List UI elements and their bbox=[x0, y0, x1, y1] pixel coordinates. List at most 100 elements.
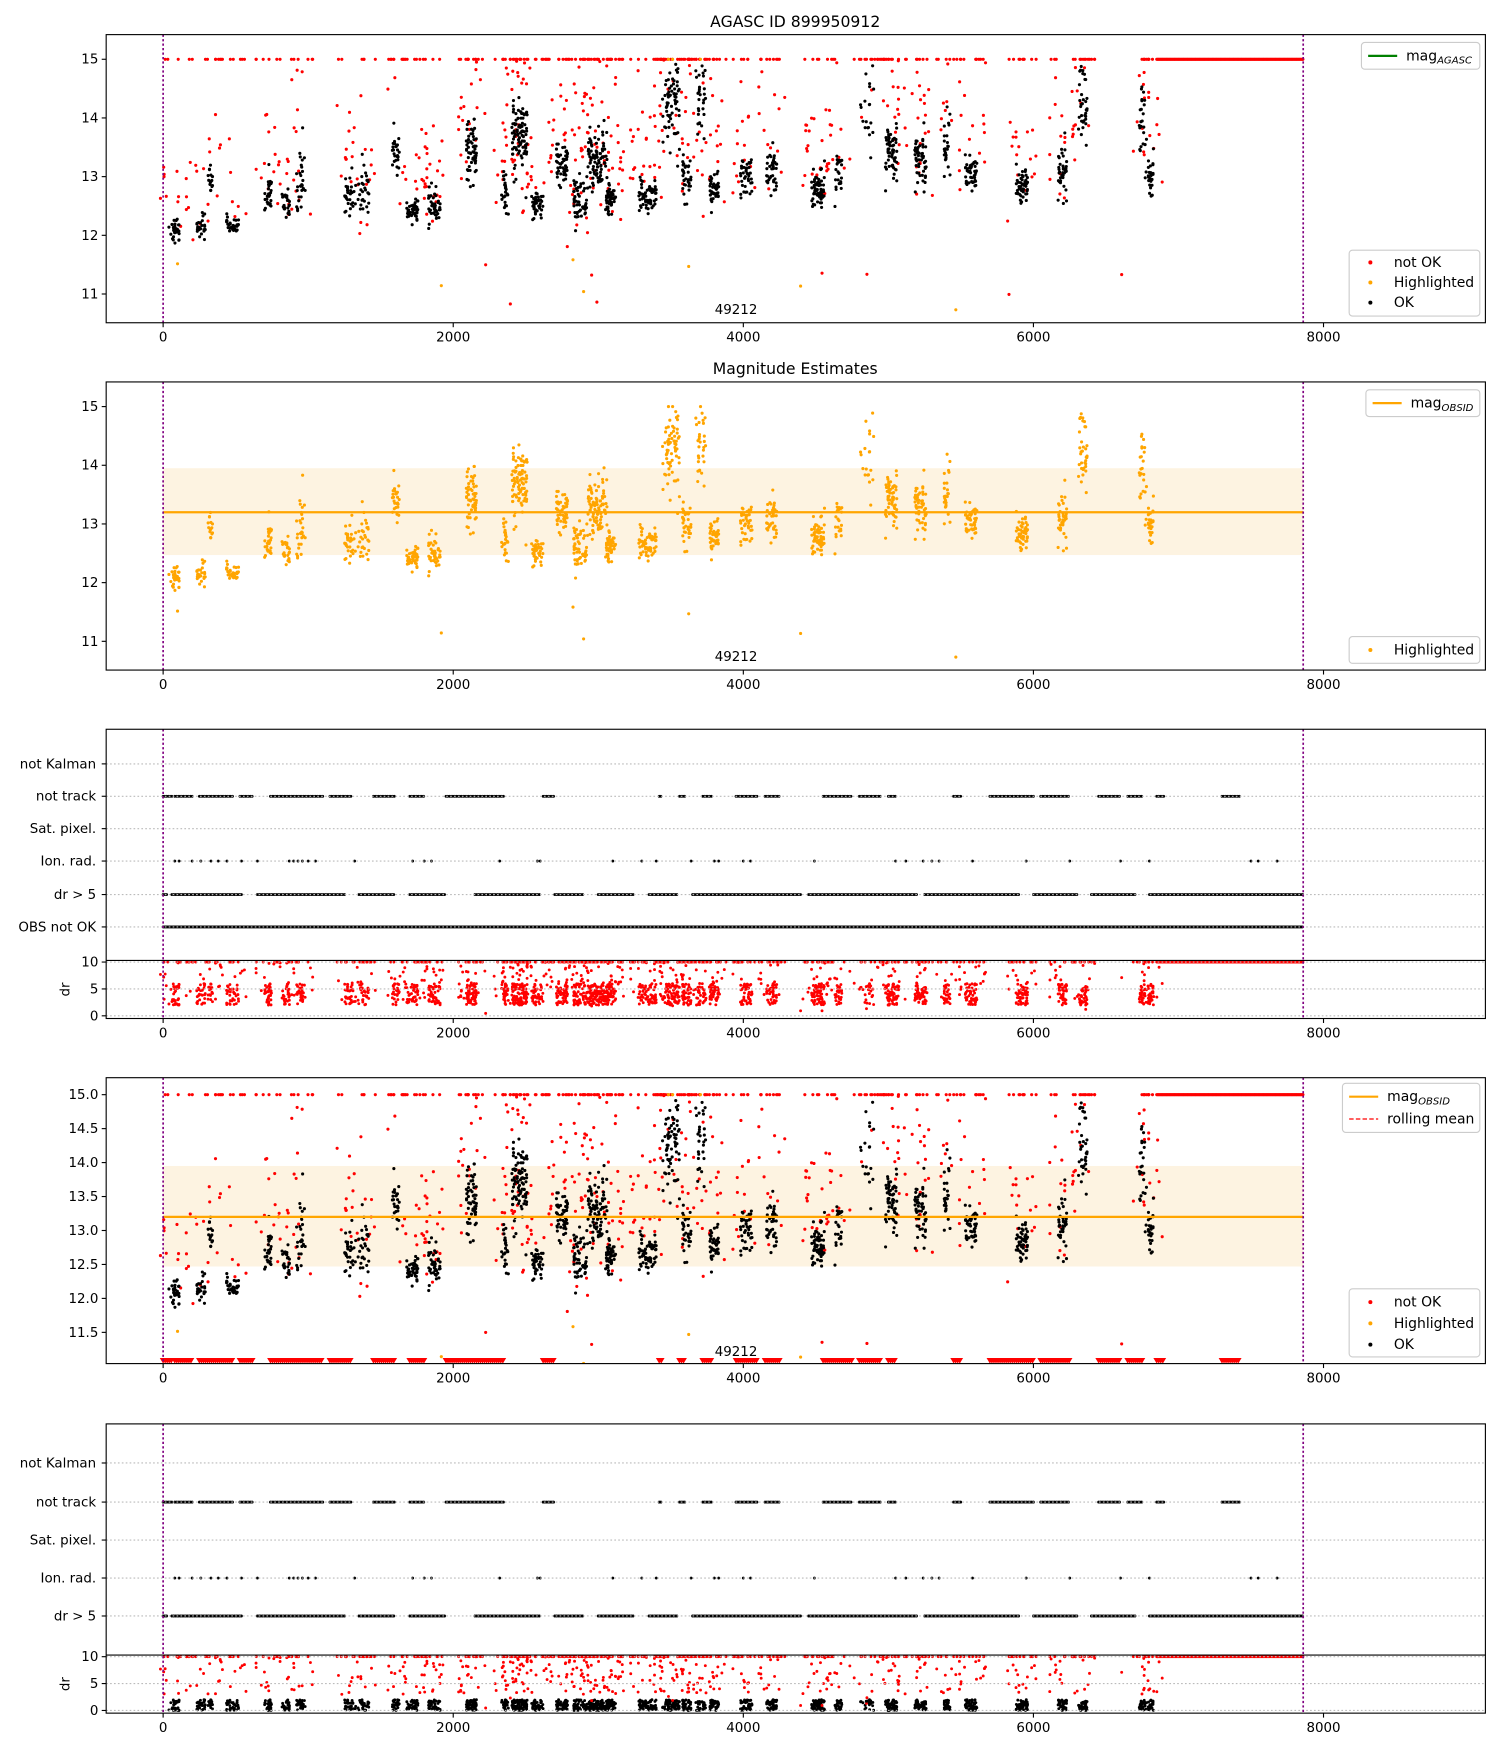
data-point bbox=[601, 57, 605, 61]
data-point bbox=[578, 57, 583, 61]
data-point bbox=[586, 512, 590, 516]
data-point bbox=[895, 149, 899, 153]
data-point bbox=[539, 213, 543, 217]
data-point bbox=[771, 141, 775, 145]
data-point bbox=[1058, 181, 1063, 185]
data-point bbox=[473, 159, 477, 163]
data-point bbox=[413, 548, 417, 552]
data-point bbox=[829, 133, 833, 137]
data-point bbox=[585, 130, 589, 135]
mag-obsid-panel-x-tick-label: 6000 bbox=[1016, 678, 1050, 693]
data-point bbox=[1139, 120, 1143, 124]
data-point bbox=[1148, 530, 1152, 534]
data-point bbox=[554, 494, 559, 498]
data-point bbox=[1144, 137, 1149, 141]
data-point bbox=[607, 529, 611, 534]
data-point bbox=[558, 165, 562, 169]
data-point bbox=[739, 164, 744, 168]
data-point bbox=[601, 496, 605, 500]
data-point bbox=[1017, 534, 1021, 538]
data-point bbox=[269, 199, 273, 203]
data-point bbox=[954, 655, 958, 659]
data-point bbox=[669, 117, 673, 121]
data-point bbox=[864, 72, 868, 76]
data-point bbox=[810, 186, 814, 190]
data-point bbox=[822, 523, 826, 527]
data-point bbox=[438, 208, 442, 212]
data-point bbox=[187, 57, 191, 61]
data-point bbox=[561, 145, 565, 150]
data-point bbox=[867, 133, 872, 137]
data-point bbox=[521, 107, 525, 111]
data-point bbox=[528, 66, 532, 70]
data-point bbox=[680, 137, 684, 141]
data-point bbox=[715, 144, 719, 148]
data-point bbox=[890, 69, 894, 73]
data-point bbox=[697, 456, 701, 460]
data-point bbox=[209, 536, 213, 540]
data-point bbox=[522, 151, 526, 156]
data-point bbox=[963, 513, 968, 517]
data-point bbox=[349, 536, 353, 540]
data-point bbox=[891, 148, 895, 152]
data-point bbox=[819, 526, 824, 530]
data-point bbox=[596, 526, 601, 530]
data-point bbox=[948, 173, 952, 177]
data-point bbox=[344, 147, 348, 151]
data-point bbox=[822, 176, 826, 180]
data-point bbox=[1139, 492, 1143, 496]
data-point bbox=[472, 150, 476, 154]
data-point bbox=[735, 142, 739, 146]
data-point bbox=[891, 524, 896, 528]
data-point bbox=[386, 87, 390, 91]
data-point bbox=[577, 194, 581, 198]
data-point bbox=[541, 552, 545, 556]
data-point bbox=[671, 57, 675, 61]
data-point bbox=[511, 484, 516, 488]
data-point bbox=[511, 147, 515, 151]
data-point bbox=[863, 126, 867, 130]
data-point bbox=[266, 187, 271, 191]
data-point bbox=[564, 524, 568, 528]
data-point bbox=[506, 540, 510, 544]
data-point bbox=[285, 546, 289, 550]
data-point bbox=[1007, 292, 1011, 296]
flag-point bbox=[654, 859, 658, 863]
data-point bbox=[594, 502, 598, 506]
data-point bbox=[896, 85, 900, 89]
data-point bbox=[768, 164, 772, 168]
data-point bbox=[710, 547, 714, 551]
data-point bbox=[983, 160, 987, 164]
data-point bbox=[513, 123, 517, 127]
flag-point bbox=[959, 794, 963, 798]
data-point bbox=[942, 124, 946, 128]
data-point bbox=[577, 209, 581, 213]
data-point bbox=[300, 169, 305, 173]
data-point bbox=[1024, 198, 1028, 203]
data-point bbox=[1019, 524, 1023, 528]
data-point bbox=[1150, 193, 1154, 197]
data-point bbox=[697, 87, 701, 91]
data-point bbox=[895, 526, 899, 530]
data-point bbox=[346, 201, 350, 206]
data-point bbox=[629, 128, 633, 132]
data-point bbox=[903, 126, 907, 130]
data-point bbox=[1148, 183, 1152, 187]
data-point bbox=[818, 191, 822, 195]
data-point bbox=[173, 578, 177, 582]
data-point bbox=[1015, 153, 1019, 157]
data-point bbox=[348, 561, 352, 565]
data-point bbox=[672, 439, 676, 443]
data-point bbox=[530, 542, 534, 546]
data-point bbox=[1064, 516, 1068, 521]
data-point bbox=[1006, 219, 1010, 223]
data-point bbox=[292, 178, 296, 182]
data-point bbox=[461, 118, 465, 122]
data-point bbox=[594, 173, 598, 177]
data-point bbox=[605, 157, 609, 162]
data-point bbox=[601, 130, 605, 134]
data-point bbox=[395, 173, 399, 177]
data-point bbox=[739, 192, 743, 196]
data-point bbox=[282, 203, 286, 208]
data-point bbox=[556, 154, 560, 158]
